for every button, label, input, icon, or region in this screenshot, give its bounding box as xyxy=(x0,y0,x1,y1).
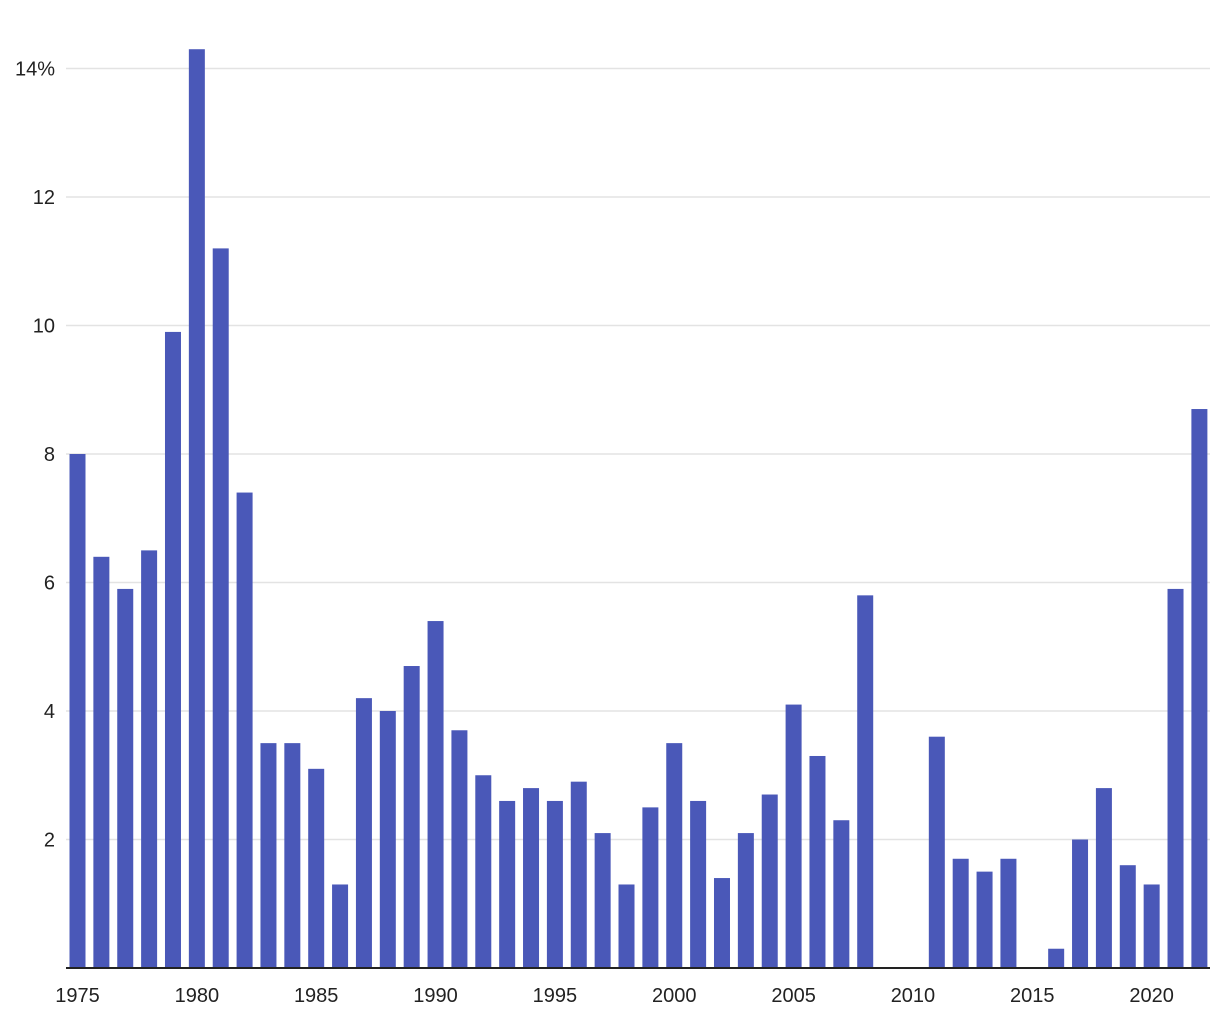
bar-1994 xyxy=(523,788,540,968)
bar-2013 xyxy=(976,871,993,969)
y-tick-label: 2 xyxy=(44,830,55,852)
bar-1984 xyxy=(284,743,301,969)
bar-2002 xyxy=(713,878,730,968)
bar-1983 xyxy=(260,743,277,969)
bar-2001 xyxy=(690,800,707,968)
bar-2007 xyxy=(833,820,850,968)
bar-1996 xyxy=(570,781,587,968)
bar-1978 xyxy=(141,550,158,969)
bar-1993 xyxy=(499,800,516,968)
bar-1977 xyxy=(117,588,134,968)
bar-1985 xyxy=(308,768,325,968)
x-tick-label: 1995 xyxy=(533,985,578,1007)
bar-2016 xyxy=(1048,948,1065,968)
x-tick-label: 1985 xyxy=(294,985,339,1007)
gridlines xyxy=(66,67,1210,841)
y-tick-label: 6 xyxy=(44,573,55,595)
y-tick-label: 4 xyxy=(44,701,55,723)
bar-2020 xyxy=(1143,884,1160,968)
bar-1997 xyxy=(594,833,611,968)
bars xyxy=(69,49,1208,969)
bar-2006 xyxy=(809,755,826,968)
bar-1998 xyxy=(618,884,635,968)
bar-1979 xyxy=(164,331,181,968)
x-tick-label: 1990 xyxy=(413,985,458,1007)
bar-2021 xyxy=(1167,588,1184,968)
x-tick-label: 1980 xyxy=(175,985,220,1007)
bar-1980 xyxy=(188,49,205,969)
bar-2005 xyxy=(785,704,802,968)
y-axis-tick-labels: 2 4 6 8 10 12 14% xyxy=(15,59,55,852)
bar-1981 xyxy=(212,248,229,968)
bar-2014 xyxy=(1000,858,1017,968)
bar-2008 xyxy=(857,595,874,968)
bar-1995 xyxy=(546,800,563,968)
bar-2011 xyxy=(928,736,945,968)
bar-1986 xyxy=(332,884,349,968)
x-tick-label: 2000 xyxy=(652,985,697,1007)
bar-1989 xyxy=(403,666,420,968)
y-tick-label: 12 xyxy=(33,187,55,209)
y-tick-label: 14% xyxy=(15,59,55,81)
x-tick-label: 1975 xyxy=(55,985,100,1007)
bar-1990 xyxy=(427,621,444,968)
bar-1976 xyxy=(93,556,110,968)
bar-2022 xyxy=(1191,409,1208,968)
bar-2000 xyxy=(666,743,683,969)
bar-1992 xyxy=(475,775,492,968)
bar-2018 xyxy=(1095,788,1112,968)
bar-1999 xyxy=(642,807,659,969)
bar-2019 xyxy=(1119,865,1136,968)
bar-1991 xyxy=(451,730,468,968)
bar-1987 xyxy=(355,698,372,968)
bar-1975 xyxy=(69,454,86,968)
y-tick-label: 8 xyxy=(44,444,55,466)
x-tick-label: 2010 xyxy=(891,985,936,1007)
x-tick-label: 2005 xyxy=(771,985,816,1007)
x-axis-tick-labels: 1975 1980 1985 1990 1995 2000 2005 2010 2015 2020 xyxy=(55,985,1174,1007)
bar-2017 xyxy=(1072,839,1089,968)
bar-2012 xyxy=(952,858,969,968)
y-tick-label: 10 xyxy=(33,316,55,338)
bar-1982 xyxy=(236,492,253,968)
x-tick-label: 2020 xyxy=(1129,985,1174,1007)
bar-1988 xyxy=(379,711,396,968)
bar-2004 xyxy=(761,794,778,968)
bar-2003 xyxy=(737,833,754,968)
x-tick-label: 2015 xyxy=(1010,985,1055,1007)
